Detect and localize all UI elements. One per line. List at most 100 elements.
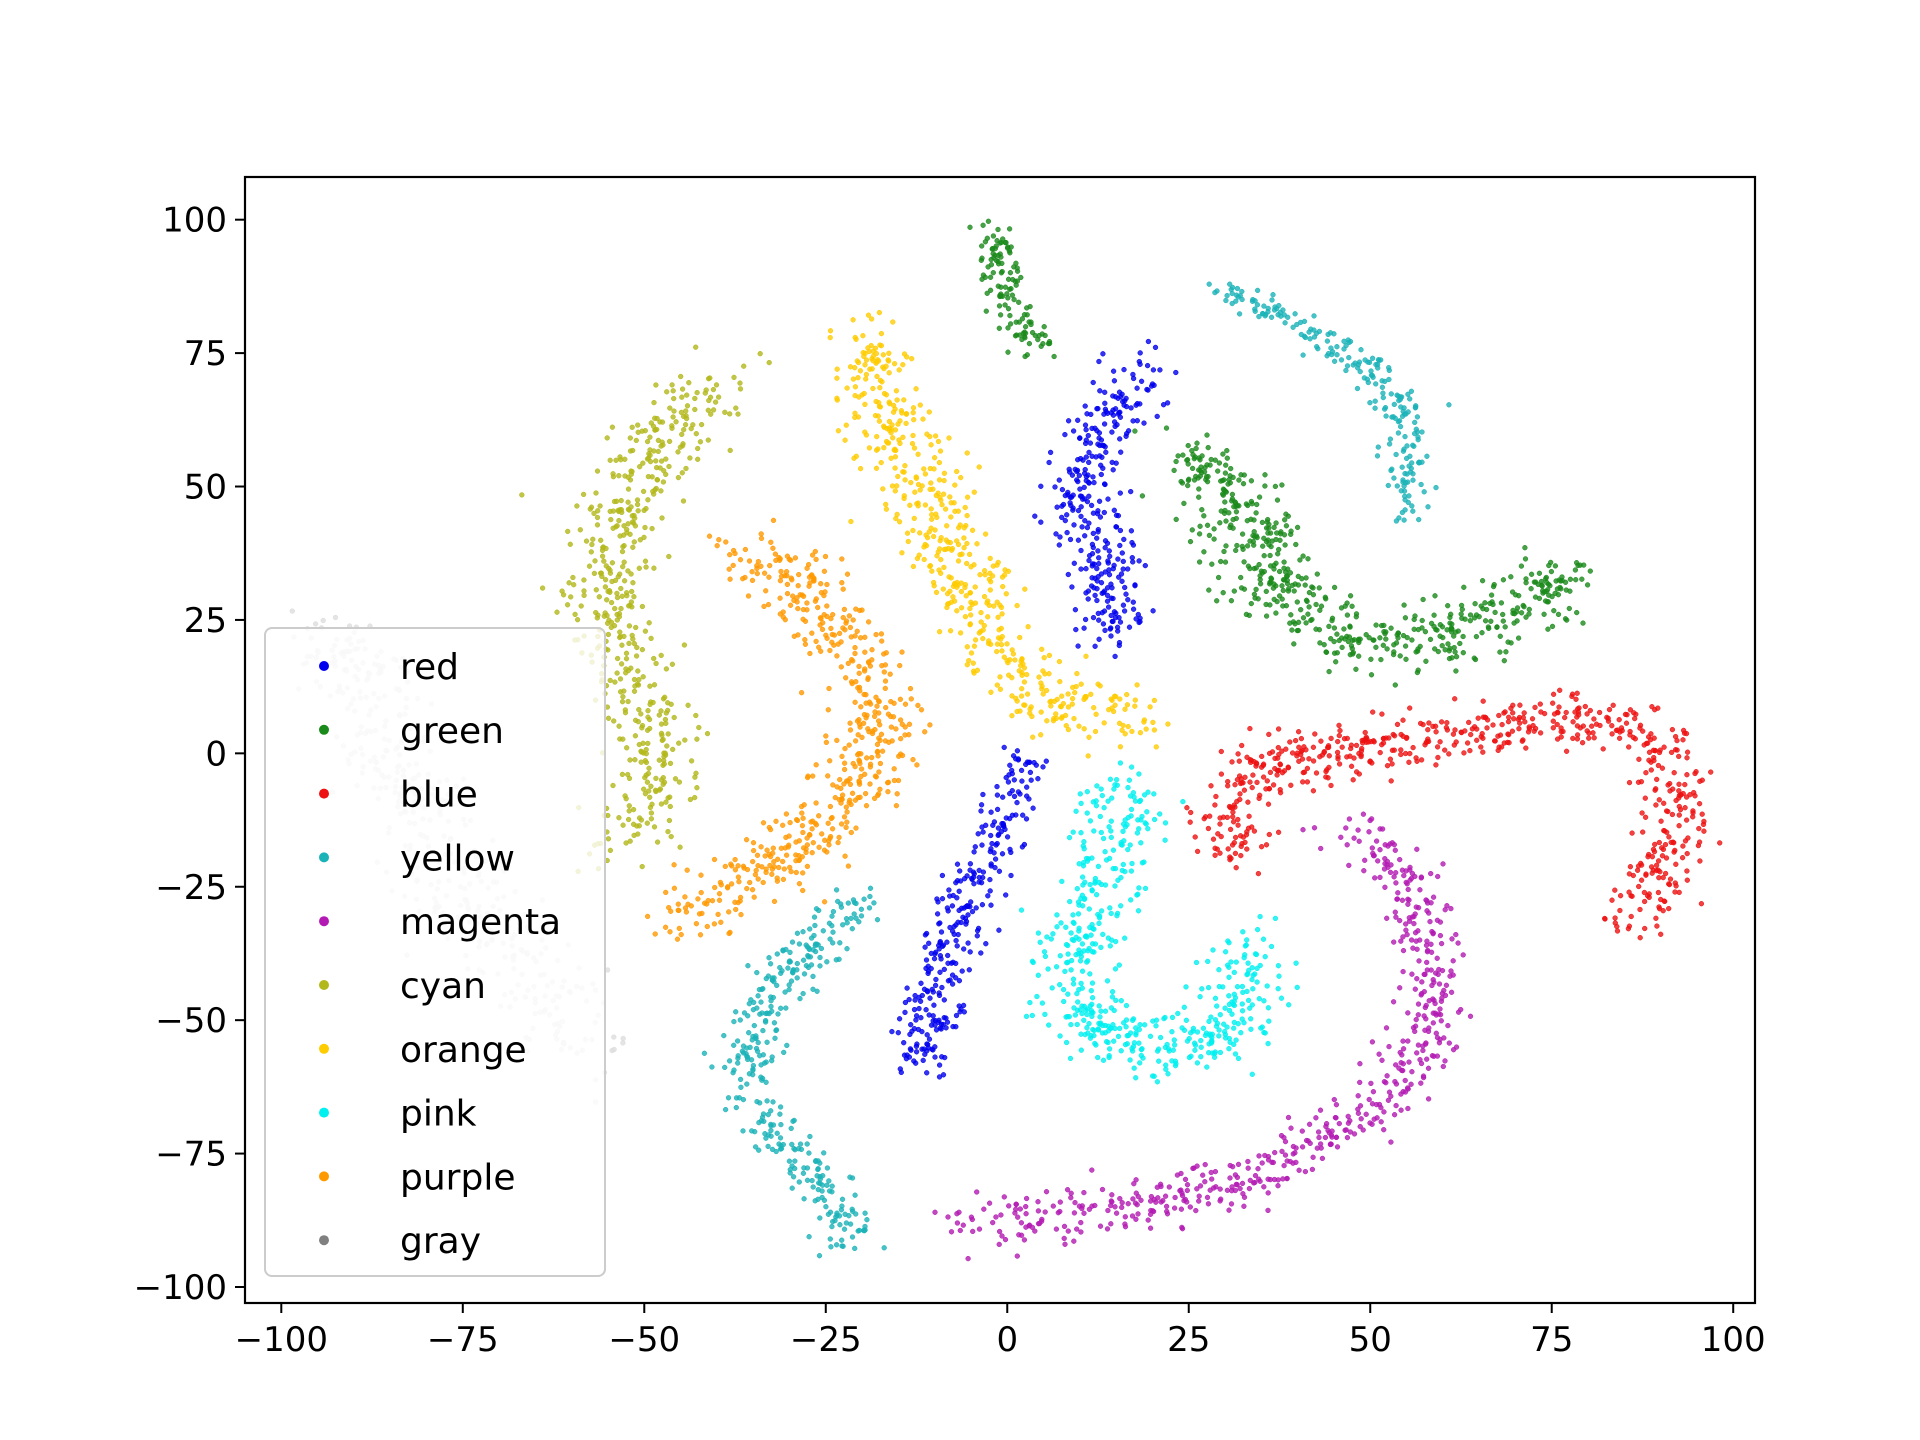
point-pink — [1181, 1004, 1187, 1010]
point-magenta — [1053, 1226, 1060, 1232]
point-purple — [804, 863, 811, 870]
point-magenta — [1369, 1039, 1376, 1045]
point-purple — [770, 845, 776, 851]
point-magenta — [1262, 1152, 1268, 1159]
point-magenta — [1408, 1081, 1414, 1087]
point-green — [1404, 634, 1410, 641]
point-yellow — [1343, 367, 1349, 374]
point-red — [950, 892, 956, 899]
point-magenta — [1440, 1063, 1446, 1070]
point-magenta — [1076, 1203, 1083, 1209]
point-green — [1035, 336, 1041, 343]
point-cyan — [654, 415, 660, 422]
point-pink — [1268, 943, 1275, 950]
point-magenta — [970, 1228, 976, 1235]
point-cyan — [594, 615, 600, 621]
point-purple — [777, 595, 783, 601]
point-red — [975, 831, 981, 837]
point-green — [1163, 425, 1170, 431]
point-purple — [813, 596, 819, 602]
point-orange — [902, 463, 908, 469]
point-red — [896, 1016, 903, 1022]
point-purple — [828, 815, 834, 822]
point-blue — [1257, 792, 1263, 798]
point-orange — [910, 563, 917, 570]
point-magenta — [1428, 941, 1434, 947]
point-pink — [1205, 984, 1212, 991]
point-blue — [1648, 767, 1654, 773]
point-red — [1026, 796, 1032, 802]
point-yellow — [1409, 460, 1415, 466]
point-green — [997, 240, 1003, 246]
point-orange — [896, 367, 902, 373]
point-green — [1005, 306, 1012, 312]
point-magenta — [1317, 1107, 1324, 1113]
point-purple — [750, 847, 757, 854]
point-red — [1125, 597, 1131, 603]
point-red — [902, 999, 909, 1006]
point-magenta — [1057, 1199, 1063, 1205]
point-pink — [1107, 776, 1114, 782]
point-cyan — [650, 699, 656, 706]
point-green — [1451, 644, 1457, 651]
point-blue — [1609, 723, 1615, 729]
point-magenta — [1287, 1158, 1293, 1165]
point-yellow — [759, 1114, 766, 1120]
point-blue — [1634, 867, 1641, 873]
point-green — [1196, 486, 1202, 492]
point-yellow — [1302, 334, 1309, 341]
point-yellow — [858, 906, 865, 912]
point-orange — [962, 504, 968, 511]
point-orange — [1071, 715, 1077, 722]
point-blue — [1218, 771, 1225, 777]
point-yellow — [806, 1150, 812, 1156]
point-purple — [787, 864, 793, 871]
point-purple — [893, 803, 900, 809]
point-yellow — [1334, 352, 1340, 358]
point-magenta — [1224, 1187, 1231, 1193]
point-green — [978, 257, 984, 263]
point-cyan — [592, 558, 598, 564]
point-orange — [927, 486, 933, 493]
point-green — [1508, 574, 1514, 580]
point-blue — [1537, 730, 1544, 736]
point-cyan — [609, 560, 616, 566]
point-green — [1459, 606, 1465, 613]
point-magenta — [1166, 1184, 1172, 1190]
point-cyan — [679, 431, 685, 438]
point-pink — [1067, 1055, 1074, 1062]
point-green — [1263, 588, 1269, 595]
point-red — [1100, 621, 1107, 627]
point-red — [912, 997, 918, 1003]
point-cyan — [635, 668, 641, 674]
point-cyan — [642, 628, 649, 634]
point-purple — [698, 872, 704, 878]
point-yellow — [790, 1174, 797, 1180]
point-red — [988, 846, 994, 852]
point-red — [1117, 414, 1124, 420]
point-red — [1089, 453, 1095, 459]
point-purple — [841, 766, 848, 773]
point-pink — [1222, 1005, 1228, 1011]
point-green — [1206, 532, 1213, 539]
point-red — [1108, 612, 1114, 619]
point-green — [988, 262, 995, 268]
point-red — [914, 1041, 920, 1047]
point-magenta — [1420, 1073, 1427, 1079]
point-orange — [1072, 689, 1078, 696]
point-magenta — [1023, 1203, 1029, 1210]
point-yellow — [1425, 504, 1431, 510]
point-orange — [1124, 702, 1131, 708]
point-red — [1102, 406, 1109, 412]
point-magenta — [1410, 1025, 1417, 1031]
point-red — [1033, 762, 1039, 768]
point-red — [1002, 826, 1008, 833]
point-blue — [1604, 714, 1610, 721]
point-magenta — [1379, 826, 1386, 832]
point-red — [931, 1002, 937, 1008]
point-magenta — [1112, 1204, 1118, 1210]
point-orange — [887, 401, 893, 407]
point-yellow — [1223, 297, 1229, 304]
point-orange — [967, 605, 973, 612]
point-green — [997, 292, 1003, 299]
